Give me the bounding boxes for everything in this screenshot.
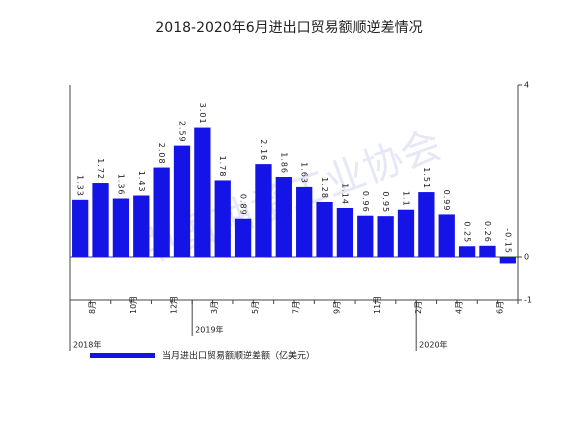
year-label: 2018年 xyxy=(73,340,101,350)
value-label: 1.86 xyxy=(279,152,288,174)
x-tick-label: 11月 xyxy=(373,296,382,314)
value-label: 3.01 xyxy=(198,103,207,125)
value-label: 1.63 xyxy=(300,162,309,184)
y2-tick-label: 0 xyxy=(524,253,529,262)
value-label: 0.95 xyxy=(381,191,390,213)
y2-tick-label: 4 xyxy=(524,81,529,90)
bar xyxy=(153,167,170,257)
bar xyxy=(255,164,272,257)
value-label: 1.78 xyxy=(218,156,227,178)
value-label: 2.59 xyxy=(178,121,187,143)
bar xyxy=(418,192,435,257)
y2-tick-label: -1 xyxy=(524,296,532,305)
bar xyxy=(72,199,89,257)
legend-swatch xyxy=(90,353,155,358)
bar xyxy=(133,195,150,257)
x-tick-label: 2月 xyxy=(414,301,423,314)
bar xyxy=(296,186,313,257)
x-tick-label: 10月 xyxy=(129,296,138,314)
value-label: 0.26 xyxy=(483,221,492,243)
value-label: 1.51 xyxy=(422,167,431,189)
chart-title: 2018-2020年6月进出口贸易额顺逆差情况 xyxy=(155,20,422,36)
x-tick-label: 7月 xyxy=(292,301,301,314)
year-label: 2019年 xyxy=(195,325,223,335)
value-label: 1.36 xyxy=(116,174,125,196)
value-label: 1.43 xyxy=(137,171,146,193)
value-label: 0.96 xyxy=(361,191,370,213)
value-label: 1.1 xyxy=(402,191,411,207)
value-label: 0.89 xyxy=(239,194,248,216)
bar xyxy=(397,209,415,257)
value-label: 0.25 xyxy=(463,221,472,243)
x-tick-label: 8月 xyxy=(88,301,97,314)
x-tick-label: 6月 xyxy=(495,301,504,314)
bar xyxy=(499,257,516,264)
bar xyxy=(112,198,130,257)
value-label: 2.16 xyxy=(259,139,268,161)
value-label: 1.28 xyxy=(320,177,329,199)
x-tick-label: 5月 xyxy=(251,301,260,314)
bar xyxy=(92,183,109,257)
bar xyxy=(275,177,292,257)
value-label: 1.33 xyxy=(76,175,85,197)
bar xyxy=(234,218,252,257)
value-label: 1.72 xyxy=(96,158,105,180)
x-tick-label: 3月 xyxy=(210,301,219,314)
bar xyxy=(316,201,333,257)
bar xyxy=(194,127,211,257)
x-tick-label: 12月 xyxy=(170,296,179,314)
bar xyxy=(438,214,455,257)
value-label: 0.99 xyxy=(442,190,451,212)
bar xyxy=(336,207,354,257)
bar xyxy=(214,180,231,257)
x-tick-label: 9月 xyxy=(332,301,341,314)
bar xyxy=(377,216,394,257)
bar xyxy=(479,245,496,257)
x-tick-label: 4月 xyxy=(455,301,464,314)
bar xyxy=(357,215,374,257)
value-label: 2.08 xyxy=(157,143,166,165)
value-label: -0.15 xyxy=(503,228,512,254)
value-label: 1.14 xyxy=(340,183,349,205)
bar xyxy=(173,145,191,257)
legend-label: 当月进出口贸易额顺逆差额（亿美元） xyxy=(162,350,315,362)
bar xyxy=(458,246,476,257)
year-label: 2020年 xyxy=(419,340,447,350)
